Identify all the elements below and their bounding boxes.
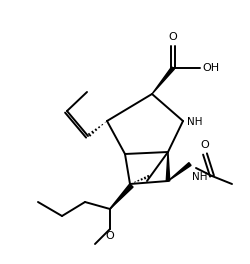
- Text: NH: NH: [187, 117, 202, 127]
- Text: O: O: [106, 231, 114, 241]
- Polygon shape: [110, 185, 133, 209]
- Text: O: O: [168, 32, 177, 42]
- Polygon shape: [166, 152, 170, 181]
- Polygon shape: [168, 163, 191, 181]
- Text: O: O: [200, 140, 209, 150]
- Text: NH: NH: [192, 172, 208, 182]
- Text: OH: OH: [202, 63, 219, 73]
- Polygon shape: [152, 67, 174, 94]
